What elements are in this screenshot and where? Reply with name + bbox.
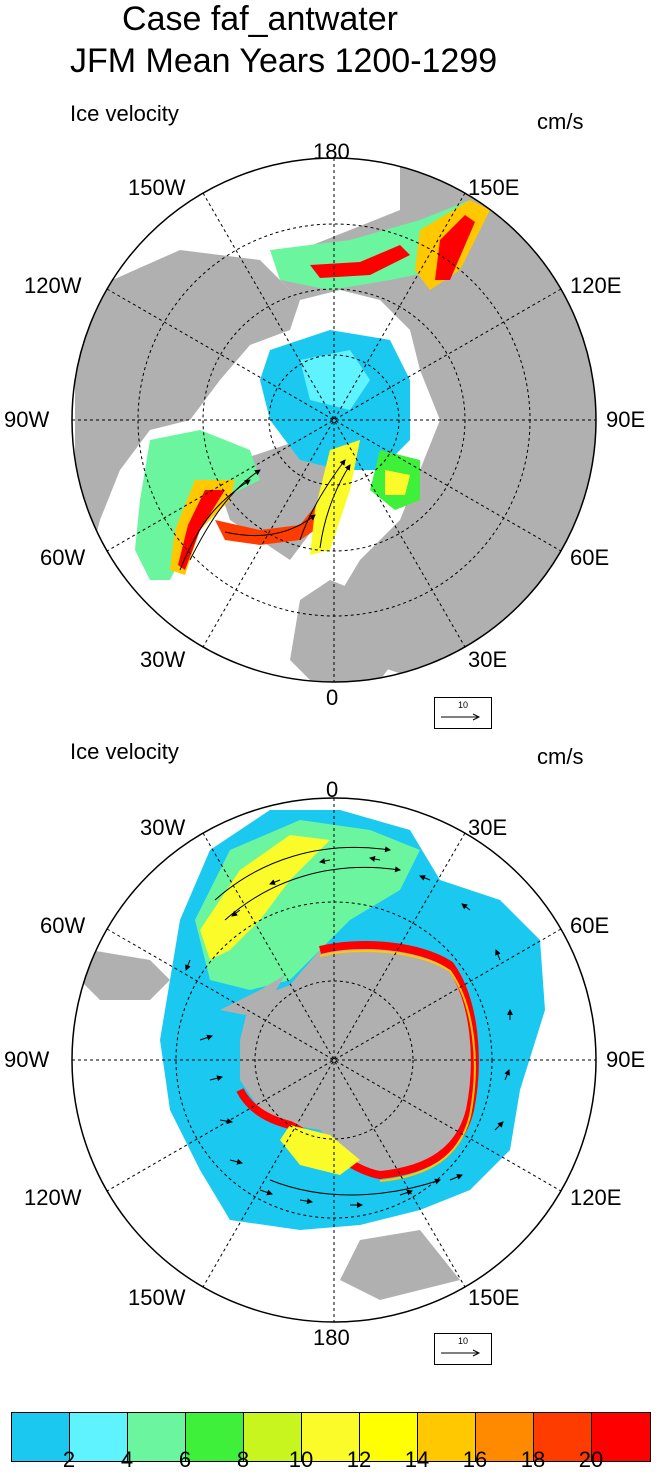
antarctic-lon-120e: 120E [570, 1185, 622, 1210]
arctic-lon-top: 180 [313, 139, 350, 164]
antarctic-south-america-land [80, 950, 170, 1000]
antarctica-land [240, 945, 475, 1175]
antarctic-lon-60w: 60W [40, 913, 86, 938]
panel2-variable-label: Ice velocity [70, 739, 179, 764]
arctic-lon-60w: 60W [40, 545, 86, 570]
colorbar-segment [592, 1413, 650, 1461]
arctic-north-america-land [75, 250, 300, 560]
arctic-lon-30w: 30W [140, 647, 186, 672]
antarctic-map-border [71, 797, 597, 1323]
arctic-reference-value: 10 [457, 700, 468, 710]
colorbar-tick-label: 8 [236, 1447, 250, 1472]
antarctic-australia-land [340, 1230, 460, 1300]
arctic-central-ice-light [300, 350, 370, 410]
antarctic-map [72, 798, 596, 1322]
arctic-bering-ice-red [310, 245, 410, 278]
colorbar-tick-label: 4 [120, 1447, 134, 1472]
arctic-lon-150e: 150E [468, 175, 520, 200]
colorbar-tick-label: 18 [520, 1447, 546, 1472]
colorbar-segment [128, 1413, 186, 1461]
antarctic-vectors [185, 846, 513, 1208]
colorbar-segment [12, 1413, 70, 1461]
colorbar-segment [476, 1413, 534, 1461]
colorbar-tick-label: 14 [404, 1447, 430, 1472]
arctic-lon-60e: 60E [570, 545, 610, 570]
panel1-units-label: cm/s [537, 109, 584, 134]
colorbar-segment [70, 1413, 128, 1461]
antarctic-lon-top: 0 [326, 777, 339, 802]
antarctic-ross-ice [280, 1125, 360, 1175]
colorbar-segment [418, 1413, 476, 1461]
colorbar-tick-label: 2 [62, 1447, 76, 1472]
title-case: Case faf_antwater [122, 0, 398, 38]
antarctic-graticule [72, 798, 596, 1322]
antarctic-reference-arrow [441, 1349, 481, 1357]
arctic-map [72, 158, 596, 682]
arctic-reference-vector: 10 [434, 697, 492, 729]
arctic-lon-left: 90W [4, 407, 50, 432]
arctic-barents-ice-light [385, 470, 410, 495]
arctic-map-border [71, 157, 597, 683]
arctic-lon-120w: 120W [24, 273, 82, 298]
arctic-reference-arrow [441, 713, 481, 721]
antarctic-lon-30e: 30E [468, 815, 508, 840]
colorbar-tick-label: 16 [462, 1447, 488, 1472]
arctic-lon-120e: 120E [570, 273, 622, 298]
colorbar-tick-label: 12 [346, 1447, 372, 1472]
colorbar-tick-label: 6 [178, 1447, 192, 1472]
title-period: JFM Mean Years 1200-1299 [70, 42, 498, 80]
arctic-streamlines [179, 459, 351, 571]
panel2-units-label: cm/s [537, 744, 584, 769]
arctic-graticule [72, 158, 596, 682]
antarctic-lon-30w: 30W [140, 815, 186, 840]
antarctic-lon-left: 90W [4, 1047, 50, 1072]
antarctic-lon-150e: 150E [468, 1285, 520, 1310]
colorbar-segment [186, 1413, 244, 1461]
antarctic-lon-60e: 60E [570, 913, 610, 938]
arctic-lon-30e: 30E [468, 647, 508, 672]
antarctic-lon-bottom: 180 [313, 1325, 350, 1350]
antarctic-weddell-ice-yellow [200, 835, 330, 960]
panel1-variable-label: Ice velocity [70, 101, 179, 126]
arctic-lon-right: 90E [606, 407, 646, 432]
colorbar-tick-label: 10 [288, 1447, 314, 1472]
colorbar [11, 1412, 651, 1462]
colorbar-segment [534, 1413, 592, 1461]
antarctic-peninsula-land [220, 975, 285, 1015]
antarctic-lon-120w: 120W [24, 1185, 82, 1210]
antarctic-reference-vector: 10 [434, 1333, 492, 1365]
antarctic-reference-value: 10 [457, 1336, 468, 1346]
arctic-labrador-ice-red [178, 490, 225, 570]
arctic-lon-150w: 150W [128, 175, 186, 200]
antarctic-lon-right: 90E [606, 1047, 646, 1072]
arctic-okhotsk-ice-red [435, 215, 475, 280]
antarctic-lon-150w: 150W [128, 1285, 186, 1310]
colorbar-tick-label: 20 [578, 1447, 604, 1472]
colorbar-segment [302, 1413, 360, 1461]
arctic-europe-land [290, 580, 410, 682]
colorbar-segment [360, 1413, 418, 1461]
arctic-lon-bottom: 0 [326, 685, 339, 710]
colorbar-segment [244, 1413, 302, 1461]
